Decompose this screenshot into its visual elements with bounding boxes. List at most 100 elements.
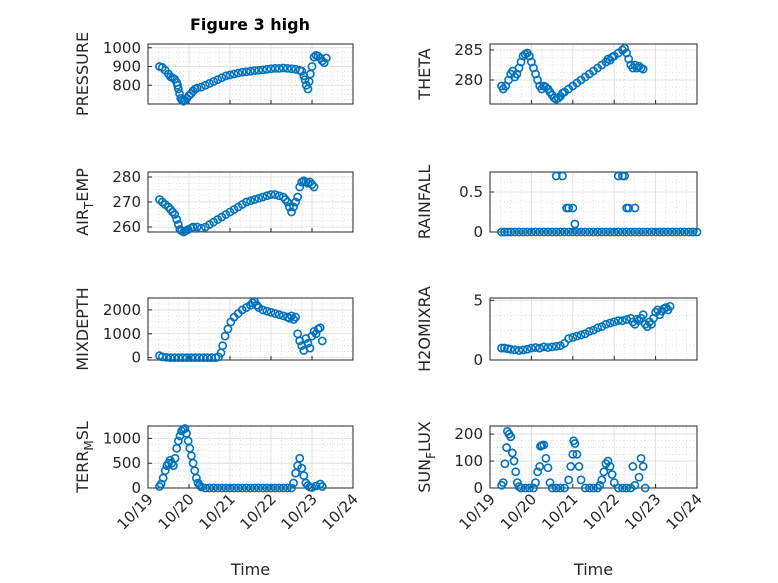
data-point [551, 341, 561, 351]
data-point [198, 353, 208, 363]
y-axis-label: TERRMSL [73, 421, 96, 494]
data-point [166, 353, 175, 363]
subplot-rainfall: 0 0.5 RAINFALL [415, 165, 702, 241]
data-point [527, 343, 536, 353]
axes-box [147, 43, 354, 105]
data-point [533, 467, 543, 477]
data-point [270, 190, 280, 199]
data-point [315, 323, 325, 333]
data-point [220, 331, 230, 341]
data-point [270, 63, 280, 73]
data-point [233, 483, 243, 493]
data-point [630, 227, 640, 237]
data-point [595, 480, 605, 490]
data-point [170, 210, 180, 219]
data-point [170, 353, 180, 363]
data-point [620, 171, 629, 181]
data-point [572, 449, 582, 459]
data-point [192, 222, 202, 232]
data-point [640, 483, 650, 493]
data-point [321, 53, 331, 63]
data-point [684, 227, 694, 237]
data-point [659, 227, 669, 237]
y-axis-label: H2OMIXRA [415, 286, 434, 372]
data-point [630, 203, 640, 213]
data-point [250, 195, 259, 204]
data-point [605, 227, 615, 237]
data-point [665, 301, 675, 311]
data-point [196, 223, 206, 233]
data-point [576, 227, 586, 237]
data-point [593, 227, 603, 237]
y-tick-label: 5 [473, 291, 483, 309]
data-point [278, 63, 288, 73]
data-point [638, 310, 648, 320]
y-tick-label: 1000 [103, 429, 141, 447]
data-point [497, 227, 506, 237]
data-point [593, 323, 603, 333]
data-point [634, 472, 644, 482]
data-point [162, 352, 171, 362]
data-point [213, 75, 223, 85]
data-point [584, 227, 594, 237]
data-point [258, 305, 268, 315]
data-point [500, 459, 510, 469]
x-tick-label: 10/20 [155, 490, 198, 533]
data-point [628, 462, 638, 471]
data-point [274, 310, 284, 320]
data-point [568, 227, 578, 237]
data-point [543, 227, 553, 237]
data-point [626, 227, 636, 237]
data-point [566, 462, 576, 471]
data-point [170, 453, 180, 463]
data-point [194, 353, 204, 363]
data-point [241, 197, 251, 207]
data-point [285, 202, 294, 212]
data-point [510, 345, 520, 355]
subplot-h2omixra: 0 5 H2OMIXRA [415, 286, 698, 372]
data-point [522, 344, 532, 354]
data-point [601, 227, 611, 237]
data-point [564, 475, 574, 485]
data-point [638, 64, 648, 74]
x-axis-label: Time [573, 560, 613, 579]
data-point [258, 65, 268, 75]
data-point [636, 453, 646, 463]
data-point [655, 227, 665, 237]
data-point [173, 80, 182, 90]
data-point [535, 227, 545, 237]
data-point [192, 83, 202, 93]
data-point [584, 326, 594, 336]
axes-box [489, 43, 698, 105]
data-point [217, 483, 227, 493]
data-point [205, 78, 214, 88]
data-point [307, 62, 317, 71]
data-point [620, 43, 629, 53]
data-point [543, 463, 553, 473]
data-point [233, 68, 243, 78]
data-point [258, 192, 268, 202]
data-point [252, 300, 262, 310]
y-tick-label: 0 [131, 349, 141, 367]
data-point [317, 482, 327, 491]
y-tick-label: 900 [112, 58, 141, 76]
data-point [300, 75, 310, 85]
y-tick-label: 0 [473, 479, 483, 497]
data-point [250, 66, 259, 76]
data-point [250, 483, 259, 493]
data-point [527, 227, 536, 237]
data-point [568, 449, 578, 459]
data-point [188, 222, 198, 232]
data-point [599, 467, 609, 477]
data-point [173, 84, 183, 94]
data-point [278, 483, 288, 493]
data-point [160, 466, 170, 476]
data-point [200, 80, 210, 90]
data-point [295, 453, 305, 463]
data-point [221, 71, 231, 81]
data-point [574, 462, 584, 471]
y-axis-label: MIXDEPTH [73, 287, 92, 370]
data-point [568, 332, 578, 342]
data-point [535, 343, 545, 353]
